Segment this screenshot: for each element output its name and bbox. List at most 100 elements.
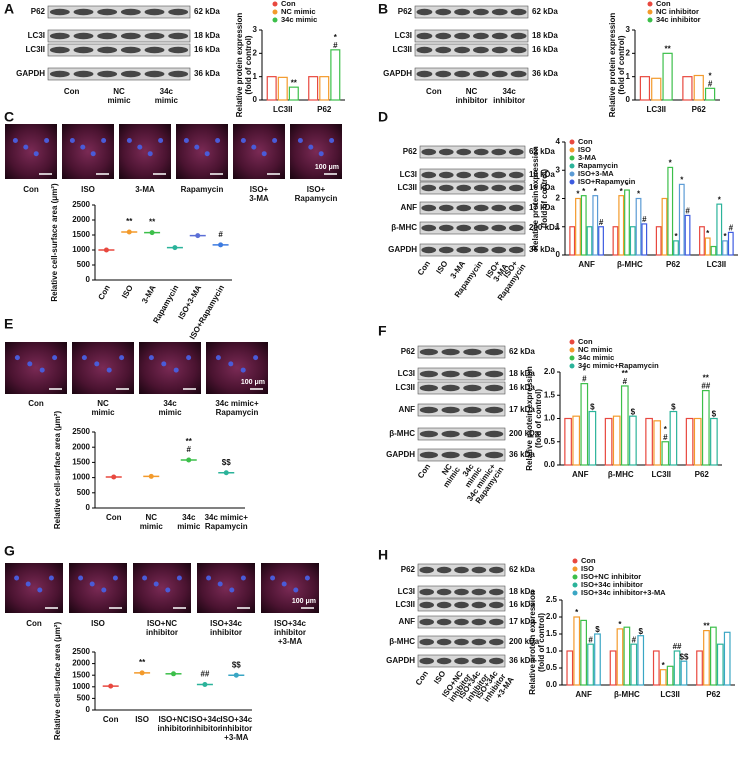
bar [308, 76, 319, 101]
blot-band [97, 8, 118, 16]
micrograph-label: 3-MA [135, 185, 155, 194]
bar [653, 420, 662, 466]
x-tick-label: β-MHC [614, 690, 640, 699]
bar [704, 87, 716, 101]
mean-point [148, 473, 154, 479]
x-tick-label: Con [103, 715, 119, 724]
legend-marker [572, 566, 578, 572]
lane-label: NC [113, 87, 125, 96]
blot-kda: 36 kDa [529, 245, 555, 254]
nucleus [158, 138, 164, 143]
nucleus [153, 581, 159, 587]
bar [684, 214, 691, 256]
nucleus [147, 151, 153, 157]
legend-marker [569, 171, 575, 177]
legend-label: ISO [578, 145, 591, 154]
bar [623, 626, 631, 686]
x-tick-label: ANF [575, 690, 592, 699]
blot-band [73, 46, 94, 54]
blot-band [456, 184, 472, 192]
blot-kda: 18 kDa [509, 587, 535, 596]
bar [669, 410, 678, 466]
micrograph-label: NC [97, 399, 109, 408]
nucleus [318, 151, 324, 157]
y-tick-label: 2000 [72, 659, 90, 668]
micrograph [119, 124, 171, 179]
bar [575, 197, 581, 256]
blot-band [491, 184, 507, 192]
panel-letter: D [378, 109, 388, 125]
blot-band [491, 70, 508, 78]
blot-band [438, 246, 454, 254]
bar [652, 650, 660, 686]
bar [637, 635, 645, 686]
blot-band [441, 370, 460, 378]
blot-band [454, 618, 469, 626]
y-tick-label: 1000 [72, 245, 90, 254]
blot-band [419, 638, 435, 646]
mean-point [108, 683, 114, 689]
annotation: # [632, 635, 637, 644]
legend-label: Con [281, 0, 296, 8]
blot-strip [417, 403, 506, 417]
x-tick-label: mimic [177, 522, 201, 531]
y-axis-label: Relative protein expression [525, 366, 534, 471]
blot-band [168, 46, 189, 54]
blot-band [484, 430, 504, 438]
annotation: * [582, 187, 586, 196]
y-tick-label: 2.0 [546, 612, 558, 621]
blot-band [484, 348, 504, 356]
bar [710, 417, 718, 466]
legend-label: ISO+3-MA [578, 169, 614, 178]
x-tick-label: inhibitor [189, 724, 221, 733]
x-tick-label: 3-MA [140, 283, 158, 305]
x-tick-label: NC [145, 513, 157, 522]
blot-band [488, 657, 504, 665]
nucleus [94, 361, 100, 367]
blot-band [508, 148, 524, 156]
mean-point [186, 457, 192, 463]
micrograph [233, 124, 285, 179]
legend-marker [569, 355, 575, 361]
blot-band [421, 184, 437, 192]
annotation: # [187, 445, 192, 454]
blot-row-label: ANF [399, 617, 416, 626]
blot-band [473, 224, 489, 232]
micrograph [197, 563, 255, 613]
micrograph-label: mimic [91, 408, 115, 417]
blot-band [421, 171, 437, 179]
blot-band [488, 588, 504, 596]
nucleus [161, 361, 167, 367]
blot-band [416, 8, 433, 16]
blot-band [471, 566, 487, 574]
blot-kda: 62 kDa [529, 147, 555, 156]
bar [693, 417, 702, 466]
y-axis-label: Relative cell-surface area (μm²) [53, 622, 62, 741]
blot-band [473, 246, 489, 254]
x-tick-label: inhibitor [158, 724, 190, 733]
lane-label: mimic [107, 96, 131, 105]
blot-band [491, 46, 508, 54]
blot-band [508, 246, 524, 254]
micrograph-label: ISO+34c [274, 619, 306, 628]
bar [710, 626, 717, 686]
bar [655, 226, 662, 256]
blot-band [419, 430, 439, 438]
blot-strip [417, 427, 506, 441]
y-axis-label: Relative protein expression [235, 13, 244, 118]
legend-label: 34c mimic [281, 15, 317, 24]
annotation: * [625, 181, 629, 190]
bar [586, 226, 593, 256]
micrograph-label: inhibitor [210, 628, 242, 637]
blot-band [456, 171, 472, 179]
blot-band [488, 618, 504, 626]
nucleus [176, 575, 182, 581]
blot-row-label: LC3I [398, 369, 415, 378]
x-tick-label: LC3II [660, 690, 680, 699]
blot-band [436, 588, 452, 596]
blot-band [491, 148, 507, 156]
micrograph [290, 124, 342, 179]
bar [609, 650, 617, 686]
annotation: ** [703, 622, 710, 631]
bar [645, 417, 653, 466]
